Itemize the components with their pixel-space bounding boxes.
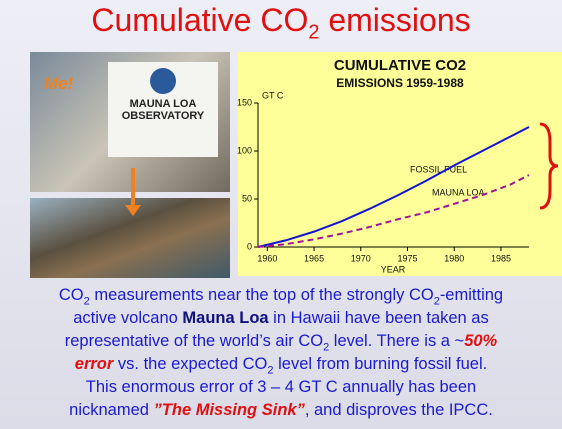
x-tick-label: 1975 xyxy=(398,253,418,263)
body-segment: error xyxy=(74,355,114,373)
series-label: FOSSIL FUEL xyxy=(410,164,467,174)
y-axis-label: GT C xyxy=(262,90,284,100)
y-tick-label: 150 xyxy=(237,97,252,107)
series-line xyxy=(257,174,530,248)
x-axis-label: YEAR xyxy=(381,264,406,274)
sign-text: MAUNA LOA xyxy=(129,98,197,110)
y-tick-label: 100 xyxy=(237,145,252,155)
body-segment: level from burning fossil fuel. xyxy=(273,355,488,373)
body-segment: CO xyxy=(58,286,84,304)
body-segment: ”The Missing Sink” xyxy=(153,401,305,419)
body-segment: nicknamed xyxy=(69,401,154,419)
x-tick-label: 1985 xyxy=(491,253,511,263)
body-segment: -emitting xyxy=(439,286,504,304)
body-segment: vs. the expected CO xyxy=(113,355,268,373)
y-tick-label: 0 xyxy=(247,241,252,251)
body-segment: active volcano xyxy=(73,309,183,327)
y-tick-label: 50 xyxy=(242,193,252,203)
body-segment: 50% xyxy=(464,332,498,350)
body-segment: This enormous error of 3 – 4 GT C annual… xyxy=(85,378,477,396)
body-segment: 2 xyxy=(323,341,330,354)
title-text: emissions xyxy=(319,2,471,38)
body-segment: 2 xyxy=(83,295,90,308)
chart-subtitle: EMISSIONS 1959-1988 xyxy=(336,76,464,90)
body-segment: measurements near the top of the strongl… xyxy=(89,286,434,304)
body-segment: , and disproves the IPCC. xyxy=(304,401,493,419)
body-segment: in Hawaii have been taken as xyxy=(268,309,489,327)
body-segment: 2 xyxy=(267,364,274,377)
body-segment: 2 xyxy=(433,295,440,308)
body-segment: level. There is a ~ xyxy=(329,332,465,350)
series-label: MAUNA LOA xyxy=(432,187,485,197)
sign-text: OBSERVATORY xyxy=(121,110,205,122)
arrow-head xyxy=(125,205,141,216)
x-tick-label: 1960 xyxy=(257,253,277,263)
photo: MAUNA LOA OBSERVATORY Me! xyxy=(30,52,230,192)
title-subscript: 2 xyxy=(308,21,320,44)
sign: MAUNA LOA OBSERVATORY xyxy=(108,62,218,157)
body-segment: representative of the world’s air CO xyxy=(64,332,324,350)
x-tick-label: 1965 xyxy=(304,253,324,263)
title-text: Cumulative CO xyxy=(91,2,309,38)
body-text: CO2 measurements near the top of the str… xyxy=(0,284,562,422)
x-tick-label: 1970 xyxy=(351,253,371,263)
chart-title: CUMULATIVE CO2 xyxy=(334,57,466,74)
body-segment: Mauna Loa xyxy=(182,309,269,327)
slide-title: Cumulative CO2 emissions xyxy=(0,2,562,44)
x-tick-label: 1980 xyxy=(444,253,464,263)
series-line xyxy=(257,126,530,248)
photo-caption: Me! xyxy=(44,74,74,93)
brace xyxy=(539,122,559,210)
